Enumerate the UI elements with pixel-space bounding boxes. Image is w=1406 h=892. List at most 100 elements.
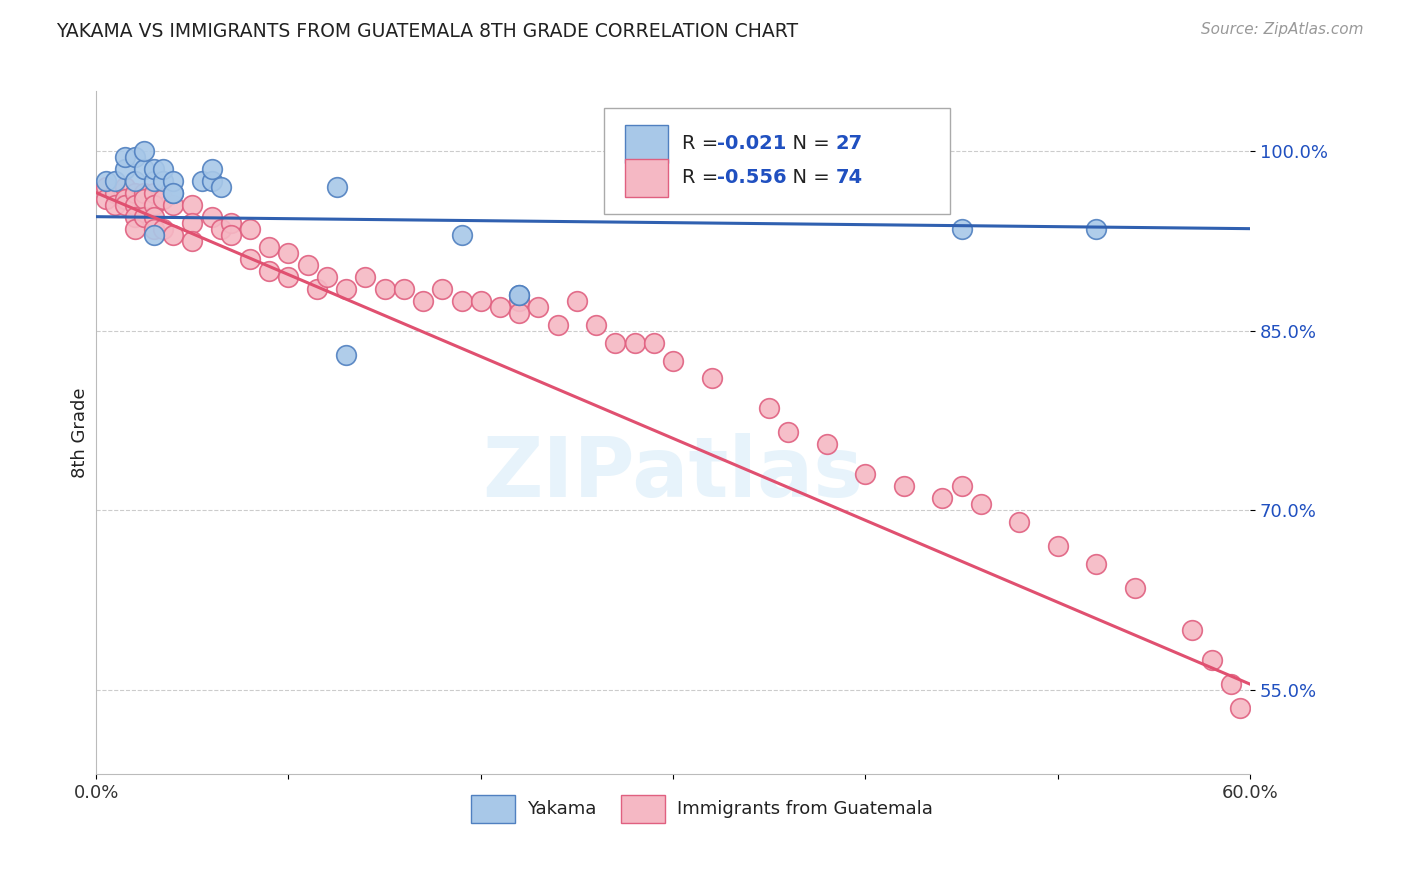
- Point: [200, 161, 222, 176]
- Text: -0.556: -0.556: [717, 169, 786, 187]
- Text: R =: R =: [682, 169, 725, 187]
- Point: [124, 186, 146, 200]
- Point: [778, 425, 800, 440]
- Point: [585, 318, 607, 332]
- Point: [1181, 623, 1204, 637]
- Text: N =: N =: [780, 135, 837, 153]
- Point: [508, 287, 530, 301]
- Point: [114, 197, 136, 211]
- Point: [94, 179, 117, 194]
- Point: [152, 221, 174, 235]
- Point: [152, 161, 174, 176]
- Point: [94, 192, 117, 206]
- Point: [162, 227, 184, 242]
- Point: [700, 371, 723, 385]
- Y-axis label: 8th Grade: 8th Grade: [72, 387, 89, 478]
- Text: Immigrants from Guatemala: Immigrants from Guatemala: [676, 800, 932, 818]
- Text: 74: 74: [835, 169, 863, 187]
- Point: [162, 174, 184, 188]
- Point: [104, 174, 127, 188]
- Point: [259, 240, 281, 254]
- Point: [392, 282, 415, 296]
- Point: [374, 282, 396, 296]
- Point: [114, 179, 136, 194]
- Point: [209, 179, 232, 194]
- Point: [114, 192, 136, 206]
- Point: [104, 197, 127, 211]
- Point: [565, 293, 588, 308]
- Point: [181, 234, 204, 248]
- Point: [1085, 221, 1108, 235]
- Point: [239, 221, 262, 235]
- Point: [142, 197, 165, 211]
- Text: Yakama: Yakama: [527, 800, 596, 818]
- Point: [950, 479, 973, 493]
- Point: [815, 437, 838, 451]
- Text: N =: N =: [780, 169, 837, 187]
- Point: [124, 150, 146, 164]
- FancyBboxPatch shape: [471, 795, 515, 823]
- Point: [1008, 516, 1031, 530]
- Point: [104, 186, 127, 200]
- Point: [124, 210, 146, 224]
- Point: [152, 192, 174, 206]
- Point: [200, 174, 222, 188]
- Point: [277, 245, 299, 260]
- Text: ZIPatlas: ZIPatlas: [482, 433, 863, 514]
- Point: [142, 210, 165, 224]
- Point: [1219, 677, 1241, 691]
- Point: [134, 161, 156, 176]
- Point: [209, 221, 232, 235]
- Text: Source: ZipAtlas.com: Source: ZipAtlas.com: [1201, 22, 1364, 37]
- Point: [191, 174, 214, 188]
- Point: [181, 197, 204, 211]
- Point: [1085, 558, 1108, 572]
- Point: [1123, 581, 1146, 595]
- Point: [114, 161, 136, 176]
- Point: [508, 293, 530, 308]
- Point: [219, 216, 242, 230]
- Point: [643, 335, 665, 350]
- Point: [931, 491, 953, 506]
- Point: [152, 174, 174, 188]
- Point: [1046, 539, 1069, 553]
- Point: [239, 252, 262, 266]
- Point: [142, 161, 165, 176]
- Point: [508, 287, 530, 301]
- Point: [508, 305, 530, 319]
- Point: [124, 174, 146, 188]
- Text: -0.021: -0.021: [717, 135, 786, 153]
- Point: [1229, 701, 1251, 715]
- Point: [297, 258, 319, 272]
- Point: [259, 263, 281, 277]
- Point: [134, 210, 156, 224]
- Point: [432, 282, 454, 296]
- Point: [124, 221, 146, 235]
- Text: R =: R =: [682, 135, 725, 153]
- Point: [162, 197, 184, 211]
- Point: [623, 335, 645, 350]
- FancyBboxPatch shape: [603, 108, 950, 214]
- Point: [134, 192, 156, 206]
- Point: [134, 144, 156, 158]
- Point: [200, 210, 222, 224]
- Text: 27: 27: [835, 135, 863, 153]
- Point: [335, 347, 357, 361]
- Point: [662, 353, 685, 368]
- Point: [758, 401, 780, 416]
- Point: [547, 318, 569, 332]
- Point: [450, 293, 472, 308]
- Point: [277, 269, 299, 284]
- Point: [1201, 653, 1223, 667]
- Point: [893, 479, 915, 493]
- Point: [134, 186, 156, 200]
- Point: [527, 300, 550, 314]
- Point: [162, 186, 184, 200]
- Point: [970, 497, 993, 511]
- Point: [124, 197, 146, 211]
- Point: [142, 186, 165, 200]
- Point: [114, 150, 136, 164]
- Point: [162, 186, 184, 200]
- Point: [316, 269, 339, 284]
- Point: [94, 174, 117, 188]
